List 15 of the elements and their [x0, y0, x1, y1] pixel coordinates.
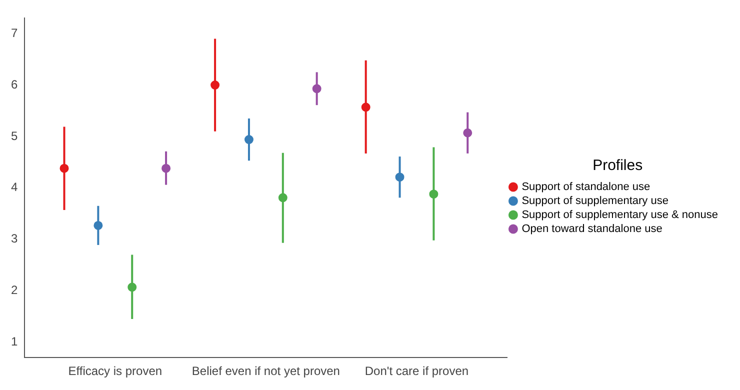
y-tick-label: 1: [10, 334, 18, 348]
y-tick-label: 4: [10, 180, 18, 194]
legend-label: Support of supplementary use & nonuse: [522, 209, 718, 222]
x-tick-label: Don't care if proven: [364, 364, 469, 378]
y-tick-label: 5: [10, 128, 18, 143]
legend-label: Support of standalone use: [522, 181, 650, 194]
legend-title: Profiles: [592, 157, 643, 174]
y-tick-label: 3: [10, 232, 18, 246]
y-tick-label: 6: [10, 77, 18, 92]
y-tick-label: 7: [10, 26, 18, 40]
x-tick-label: Belief even if not yet proven: [192, 364, 340, 378]
y-tick-label: 2: [10, 283, 18, 298]
legend-label: Support of supplementary use: [522, 195, 668, 208]
x-tick-label: Efficacy is proven: [68, 364, 162, 378]
legend-label: Open toward standalone use: [522, 223, 662, 236]
